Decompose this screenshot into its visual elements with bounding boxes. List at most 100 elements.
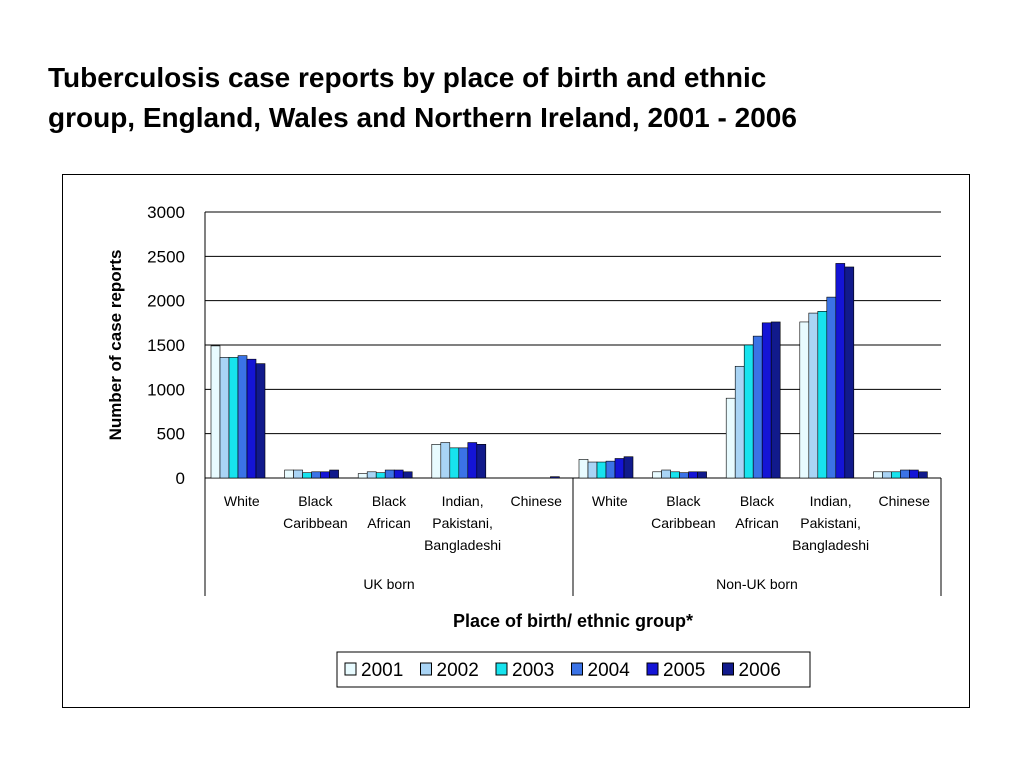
category-label: Bangladeshi — [792, 537, 869, 553]
legend-swatch-2003 — [495, 662, 508, 676]
bar-2004 — [384, 469, 395, 479]
bar-2004 — [311, 471, 321, 479]
category-label: Chinese — [879, 493, 931, 509]
legend-swatch-2004 — [571, 662, 583, 676]
x-axis-title: Place of birth/ ethnic group* — [453, 611, 693, 631]
bar-chart: 0 500 1000 1500 2000 2500 3000 Number of case r… — [106, 203, 942, 688]
legend-swatch-2002 — [420, 662, 432, 676]
category-label: African — [735, 515, 779, 531]
bar-2003 — [302, 472, 312, 479]
bar-2006 — [402, 471, 413, 479]
y-tick-label: 1000 — [147, 380, 185, 399]
bar-2006 — [255, 363, 266, 479]
bar-2001 — [431, 444, 442, 479]
bar-2004 — [458, 447, 469, 479]
legend-swatch-2001 — [344, 662, 357, 676]
category-label: Black — [740, 493, 775, 509]
legend-label: 2005 — [663, 660, 705, 681]
bar-2006 — [329, 469, 339, 479]
bar-2006 — [697, 471, 707, 479]
category-label: Caribbean — [651, 515, 716, 531]
bar-2001 — [725, 397, 736, 479]
y-tick-label: 1500 — [147, 336, 185, 355]
category-label: African — [367, 515, 411, 531]
legend-label: 2006 — [739, 660, 781, 681]
bar-2002 — [440, 442, 451, 479]
bar-2003 — [670, 471, 680, 479]
bar-2006 — [550, 476, 560, 479]
bar-2001 — [284, 469, 294, 479]
bar-2002 — [293, 469, 303, 479]
category-label: White — [224, 493, 260, 509]
bar-2003 — [375, 472, 386, 479]
bar-2003 — [743, 344, 754, 479]
legend-label: 2004 — [588, 660, 631, 681]
bar-2001 — [357, 473, 368, 479]
bar-2004 — [752, 335, 763, 479]
chart-frame: 0 500 1000 1500 2000 2500 3000 Number of case r… — [62, 174, 970, 708]
bar-2005 — [320, 471, 330, 479]
bar-2004 — [679, 472, 689, 479]
bar-2004 — [900, 469, 910, 479]
bar-2003 — [596, 461, 607, 479]
category-label: Indian, — [810, 493, 852, 509]
y-tick-label: 3000 — [147, 203, 185, 222]
bar-2004 — [605, 460, 616, 479]
legend-label: 2002 — [437, 660, 479, 681]
group-label: Non-UK born — [716, 576, 798, 592]
bar-2001 — [578, 459, 589, 479]
bar-2003 — [228, 357, 239, 479]
slide-title-line-2: group, England, Wales and Northern Irela… — [48, 102, 797, 133]
slide-title-line-1: Tuberculosis case reports by place of bi… — [48, 62, 767, 93]
bar-2001 — [210, 345, 221, 479]
bar-2001 — [652, 471, 662, 479]
bar-2002 — [808, 312, 819, 479]
bar-2006 — [918, 471, 928, 479]
y-tick-label: 2000 — [147, 292, 185, 311]
category-label: Pakistani, — [800, 515, 861, 531]
bar-2005 — [246, 358, 257, 479]
bar-2004 — [237, 355, 248, 479]
category-label: Caribbean — [283, 515, 348, 531]
bar-2001 — [799, 321, 810, 479]
bar-2003 — [449, 447, 460, 479]
bar-2003 — [817, 311, 828, 479]
legend-swatch-2005 — [646, 662, 659, 676]
bar-2006 — [844, 266, 855, 479]
bar-2005 — [835, 263, 846, 479]
bar-2005 — [761, 322, 772, 479]
bar-2006 — [623, 456, 634, 479]
bar-2006 — [476, 444, 487, 479]
bar-2003 — [891, 471, 901, 479]
category-label: Black — [298, 493, 333, 509]
category-label: Black — [372, 493, 407, 509]
y-tick-label: 0 — [176, 469, 185, 488]
bar-2005 — [614, 458, 625, 479]
bar-2004 — [826, 296, 837, 479]
bar-2001 — [873, 471, 883, 479]
bar-2005 — [909, 469, 919, 479]
y-axis-title: Number of case reports — [106, 250, 125, 441]
category-label: White — [592, 493, 628, 509]
category-label: Indian, — [442, 493, 484, 509]
category-label: Chinese — [511, 493, 563, 509]
slide-title: Tuberculosis case reports by place of bi… — [48, 58, 988, 138]
legend-swatch-2006 — [722, 662, 734, 676]
bar-2002 — [661, 469, 671, 479]
bar-2002 — [366, 471, 377, 479]
bar-2002 — [882, 471, 892, 479]
bar-2006 — [770, 321, 781, 479]
legend-label: 2001 — [361, 660, 403, 681]
category-label: Black — [666, 493, 701, 509]
bar-2005 — [467, 442, 478, 479]
bar-2002 — [587, 461, 598, 479]
legend-label: 2003 — [512, 660, 554, 681]
bar-2002 — [219, 357, 230, 479]
y-tick-label: 500 — [157, 425, 185, 444]
bar-2002 — [734, 365, 745, 479]
category-label: Pakistani, — [432, 515, 493, 531]
bar-2005 — [688, 471, 698, 479]
bar-2005 — [393, 469, 404, 479]
y-tick-label: 2500 — [147, 247, 185, 266]
category-label: Bangladeshi — [424, 537, 501, 553]
